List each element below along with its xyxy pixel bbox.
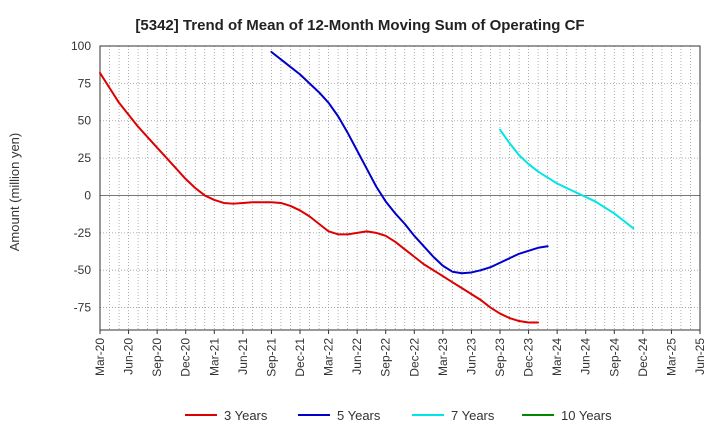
x-tick-label: Dec-21: [293, 338, 307, 377]
axes: [99, 45, 701, 334]
x-tick-label: Sep-23: [493, 338, 507, 377]
series-line-7-years: [499, 128, 635, 230]
x-tick-label: Mar-21: [207, 338, 221, 376]
x-tick-label: Sep-24: [607, 338, 621, 377]
series-line-3-years: [99, 71, 540, 324]
tick-labels: 100 75 50 25 0 -25 -50 -75 Mar-20 Jun-20 Sep-20 Dec…: [71, 39, 707, 377]
y-tick-label: 25: [78, 151, 92, 165]
x-tick-label: Dec-20: [179, 338, 193, 377]
x-tick-label: Dec-23: [522, 338, 536, 377]
x-tick-label: Jun-25: [693, 338, 707, 375]
legend-label: 7 Years: [451, 408, 495, 423]
x-tick-label: Dec-22: [407, 338, 421, 377]
legend: 3 Years 5 Years 7 Years 10 Years: [185, 408, 612, 423]
x-tick-label: Jun-20: [122, 338, 136, 375]
x-tick-label: Mar-20: [93, 338, 107, 376]
legend-label: 3 Years: [224, 408, 268, 423]
legend-label: 10 Years: [561, 408, 612, 423]
x-tick-label: Dec-24: [636, 338, 650, 377]
x-tick-label: Mar-22: [322, 338, 336, 376]
y-tick-label: 100: [71, 39, 91, 53]
x-tick-label: Mar-24: [550, 338, 564, 376]
y-tick-label: -75: [74, 301, 92, 315]
series-line-5-years: [270, 50, 549, 275]
y-tick-label: 75: [78, 76, 92, 90]
x-tick-label: Sep-21: [264, 338, 278, 377]
x-tick-label: Mar-25: [664, 338, 678, 376]
y-tick-label: -25: [74, 226, 92, 240]
y-tick-label: 50: [78, 114, 92, 128]
y-tick-label: -50: [74, 263, 92, 277]
x-tick-label: Sep-22: [379, 338, 393, 377]
x-tick-label: Jun-23: [464, 338, 478, 375]
x-tick-label: Jun-24: [579, 338, 593, 375]
plot-area: [100, 46, 700, 330]
plot-frame: [99, 45, 701, 331]
grid: [99, 45, 701, 330]
x-tick-label: Jun-22: [350, 338, 364, 375]
x-tick-label: Mar-23: [436, 338, 450, 376]
y-axis-label: Amount (million yen): [7, 133, 22, 252]
series-lines: [99, 50, 635, 324]
x-tick-label: Sep-20: [150, 338, 164, 377]
chart-title: [5342] Trend of Mean of 12-Month Moving …: [135, 17, 584, 34]
legend-label: 5 Years: [337, 408, 381, 423]
x-tick-label: Jun-21: [236, 338, 250, 375]
y-tick-label: 0: [84, 188, 91, 202]
